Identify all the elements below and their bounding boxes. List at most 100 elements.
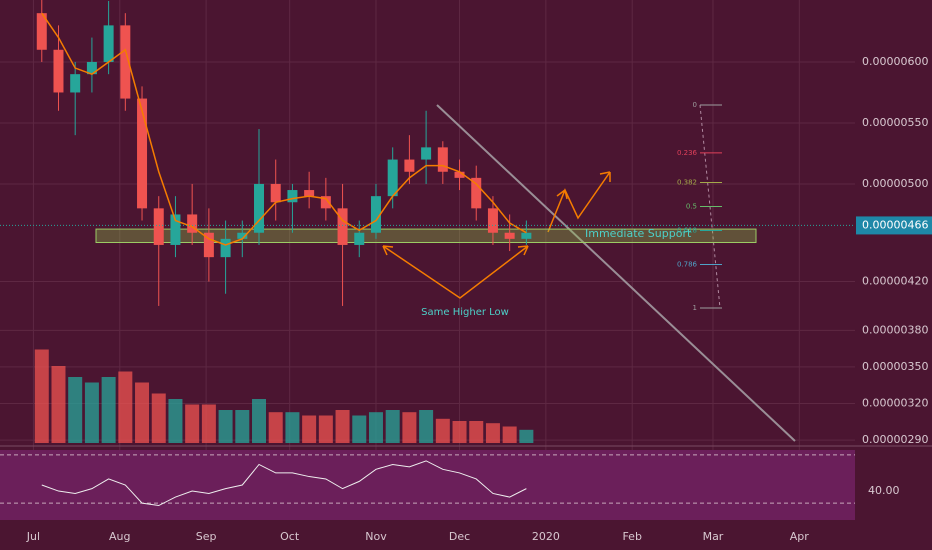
- x-tick-label: Oct: [280, 530, 300, 543]
- y-tick-label: 0.00000550: [862, 116, 928, 129]
- support-label: Immediate Support: [585, 227, 692, 240]
- fib-label: 0.618: [677, 226, 697, 234]
- arrows: [382, 171, 611, 299]
- volume-bar: [168, 399, 183, 443]
- moving-average: [41, 12, 527, 246]
- y-tick-label: 0.00000420: [862, 275, 928, 288]
- volume-bar: [185, 404, 200, 443]
- candle-body: [437, 147, 448, 172]
- candle-body: [53, 49, 64, 93]
- volume-bar: [268, 412, 283, 443]
- candle-body: [487, 208, 498, 233]
- last-price-label: 0.00000466: [862, 218, 928, 231]
- higher-low-label: Same Higher Low: [421, 307, 509, 318]
- trend-line: [436, 104, 796, 442]
- volume-bar: [68, 377, 83, 443]
- volume-bar: [519, 429, 534, 443]
- fib-label: 0.786: [677, 261, 698, 269]
- volume-bar: [452, 421, 467, 443]
- candle-body: [354, 232, 365, 245]
- candle-body: [220, 238, 231, 258]
- y-tick-label: 0.00000600: [862, 55, 928, 68]
- volume-bar: [151, 393, 166, 443]
- fib-diagonal: [699, 104, 721, 309]
- candle-body: [270, 183, 281, 203]
- fib-label: 0.382: [677, 179, 697, 187]
- volume-bar: [318, 415, 333, 443]
- volume-bar: [502, 426, 517, 443]
- x-tick-label: Feb: [622, 530, 641, 543]
- fib-label: 0: [693, 101, 697, 109]
- candle-body: [287, 190, 298, 203]
- candle-body: [454, 171, 465, 178]
- rsi-tick-label: 40.00: [868, 484, 900, 497]
- volume-bar: [135, 382, 150, 443]
- x-tick-label: Nov: [365, 530, 387, 543]
- x-tick-label: 2020: [532, 530, 560, 543]
- volume-bar: [302, 415, 317, 443]
- candle-body: [70, 74, 81, 93]
- candle-body: [304, 190, 315, 197]
- fib-label: 0.5: [686, 203, 697, 211]
- higher-low-arrows: [382, 245, 529, 299]
- y-tick-label: 0.00000500: [862, 177, 928, 190]
- volume-bar: [51, 366, 66, 443]
- candle-body: [237, 232, 248, 239]
- volume-bar: [118, 371, 133, 443]
- fib-label: 1: [693, 304, 697, 312]
- x-tick-label: Jul: [26, 530, 40, 543]
- y-tick-label: 0.00000350: [862, 360, 928, 373]
- y-tick-label: 0.00000380: [862, 323, 928, 336]
- volume-bar: [352, 415, 367, 443]
- volume-bar: [435, 418, 450, 443]
- candle-body: [421, 147, 432, 160]
- candle-body: [170, 214, 181, 245]
- candle-body: [320, 196, 331, 209]
- candle-body: [471, 177, 482, 209]
- arrow-heads: [382, 245, 529, 256]
- x-tick-label: Apr: [790, 530, 810, 543]
- grid: [0, 0, 855, 520]
- volume-bar: [419, 410, 434, 443]
- volume-bar: [252, 399, 267, 443]
- volume-bar: [84, 382, 99, 443]
- candle-body: [120, 25, 131, 99]
- volume-bar: [368, 412, 383, 443]
- x-tick-label: Sep: [196, 530, 217, 543]
- candle-body: [103, 25, 114, 62]
- rsi-line: [41, 460, 527, 507]
- volume-bar: [402, 412, 417, 443]
- x-tick-label: Aug: [109, 530, 130, 543]
- rsi-pane: [0, 450, 855, 520]
- x-tick-label: Mar: [703, 530, 724, 543]
- candle-body: [137, 98, 148, 209]
- projection-arrows: [547, 171, 611, 233]
- volume-bar: [235, 410, 250, 443]
- volume-bar: [335, 410, 350, 443]
- candle-body: [203, 232, 214, 258]
- volume-bar: [385, 410, 400, 443]
- volume-bar: [218, 410, 233, 443]
- candle-body: [370, 196, 381, 233]
- volume-bar: [485, 423, 500, 443]
- candle-body: [153, 208, 164, 245]
- fib-label: 0.236: [677, 149, 698, 157]
- volume-bar: [34, 349, 49, 443]
- volume-bar: [201, 404, 216, 443]
- candle-body: [86, 61, 97, 75]
- y-tick-label: 0.00000290: [862, 433, 928, 446]
- candle-body: [521, 232, 532, 239]
- candle-body: [254, 183, 265, 233]
- candle-body: [504, 232, 515, 239]
- last-price-box: [856, 216, 932, 235]
- candle-body: [404, 159, 415, 172]
- candle-body: [36, 13, 47, 50]
- candle-body: [337, 208, 348, 245]
- volume-bar: [285, 412, 300, 443]
- candle-body: [387, 159, 398, 197]
- volume-bar: [101, 377, 116, 443]
- candle-body: [187, 214, 198, 233]
- volume-bar: [469, 421, 484, 443]
- y-tick-label: 0.00000320: [862, 397, 928, 410]
